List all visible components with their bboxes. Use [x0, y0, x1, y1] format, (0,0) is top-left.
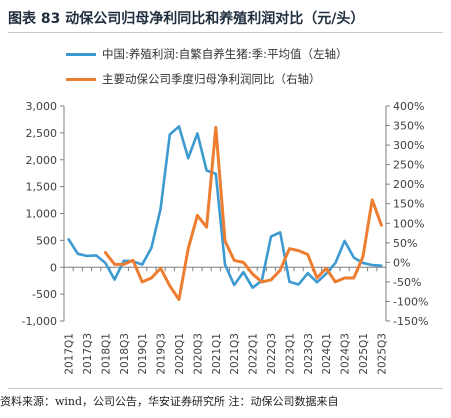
right-tick-label: -50% — [393, 276, 421, 289]
left-tick-label: 0 — [50, 261, 57, 274]
x-tick-label: 2018Q1 — [100, 333, 112, 375]
legend-label-right-series: 主要动保公司季度归母净利润同比（右轴） — [102, 72, 321, 86]
right-tick-label: 100% — [393, 217, 424, 230]
x-tick-label: 2023Q1 — [284, 333, 296, 375]
right-tick-label: -100% — [393, 295, 428, 308]
left-tick-label: -1,000 — [22, 315, 57, 328]
x-tick-label: 2022Q3 — [266, 333, 278, 375]
legend-item-left-series: 中国:养殖利润:自繁自养生猪:季:平均值（左轴） — [66, 46, 348, 62]
right-tick-label: 0% — [393, 256, 410, 269]
series-line-right-axis — [103, 126, 383, 301]
right-tick-label: -150% — [393, 315, 428, 328]
x-tick-label: 2020Q3 — [192, 333, 204, 375]
right-tick-label: 250% — [393, 159, 424, 172]
right-tick-label: 400% — [393, 100, 424, 113]
chart-plot: -1,000 -500 0 500 1,000 1,500 2,000 2,500 3,000 -… — [22, 100, 429, 375]
left-tick-label: 2,000 — [26, 154, 58, 167]
x-tick-label: 2022Q1 — [248, 333, 260, 375]
legend-label-left-series: 中国:养殖利润:自繁自养生猪:季:平均值（左轴） — [102, 47, 348, 61]
x-tick-label: 2017Q3 — [82, 333, 94, 375]
right-tick-label: 150% — [393, 198, 424, 211]
right-tick-label: 300% — [393, 139, 424, 152]
x-tick-label: 2024Q1 — [321, 333, 333, 375]
legend-swatch-orange — [66, 77, 96, 81]
x-tick-label: 2024Q3 — [340, 333, 352, 375]
x-tick-label: 2021Q3 — [229, 333, 241, 375]
source-divider — [8, 388, 443, 389]
figure-title: 图表 83 动保公司归母净利同比和养殖利润对比（元/头） — [8, 11, 365, 27]
x-tick-label: 2019Q3 — [156, 333, 168, 375]
left-tick-label: 2,500 — [26, 127, 58, 140]
left-tick-label: 1,500 — [26, 181, 58, 194]
right-tick-label: 50% — [393, 237, 417, 250]
legend-item-right-series: 主要动保公司季度归母净利润同比（右轴） — [66, 71, 348, 87]
x-tick-label: 2021Q1 — [211, 333, 223, 375]
right-tick-label: 200% — [393, 178, 424, 191]
right-tick-label: 350% — [393, 120, 424, 133]
x-tick-label: 2017Q1 — [64, 333, 76, 375]
x-tick-label: 2025Q1 — [358, 333, 370, 375]
x-tick-label: 2025Q3 — [376, 333, 388, 375]
chart-legend: 中国:养殖利润:自繁自养生猪:季:平均值（左轴） 主要动保公司季度归母净利润同比… — [66, 46, 348, 96]
x-tick-label: 2020Q1 — [174, 333, 186, 375]
legend-swatch-blue — [66, 52, 96, 56]
left-tick-label: 1,000 — [26, 208, 58, 221]
source-note: 资料来源：wind，公司公告，华安证券研究所 注：动保公司数据来自 — [0, 395, 339, 408]
x-tick-label: 2019Q1 — [137, 333, 149, 375]
x-tick-label: 2018Q3 — [119, 333, 131, 375]
title-divider — [8, 32, 443, 33]
left-tick-label: -500 — [32, 288, 57, 301]
left-tick-label: 3,000 — [26, 100, 58, 113]
x-tick-label: 2023Q3 — [303, 333, 315, 375]
left-tick-label: 500 — [36, 234, 57, 247]
